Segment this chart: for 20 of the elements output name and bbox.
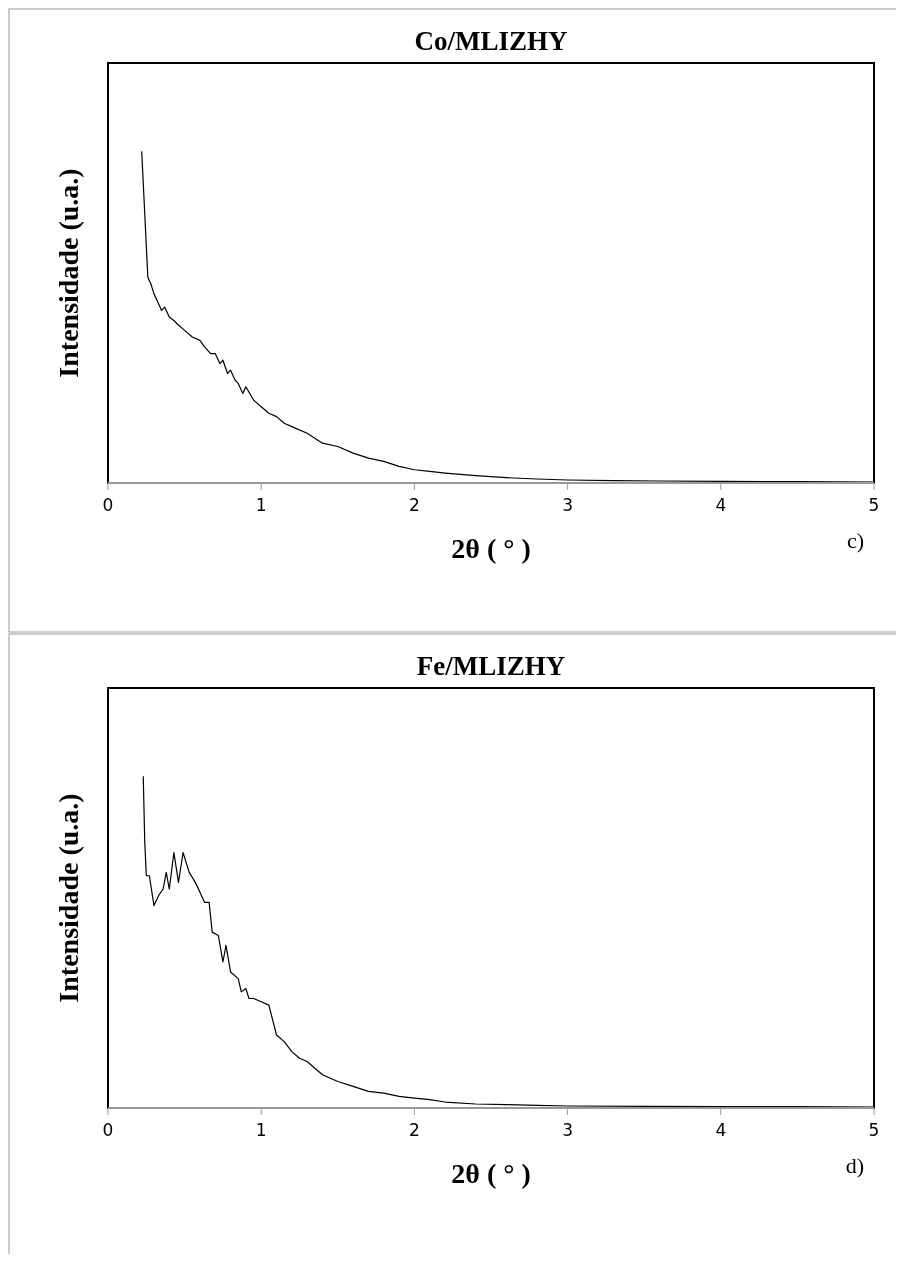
x-axis-title: 2θ ( ° ) [451,1158,531,1189]
x-tick-label: 3 [562,1120,574,1140]
x-tick-label: 0 [102,1120,114,1140]
x-axis-title: 2θ ( ° ) [451,533,531,564]
text: d) [845,1153,864,1178]
x-tick-label: 1 [255,495,267,515]
text: c) [846,528,864,553]
y-axis-title: Intensidade (u.a.) [53,793,84,1003]
x-tick-label: 4 [715,495,727,515]
x-tick-label: 0 [102,495,114,515]
x-tick-label: 5 [868,1120,880,1140]
chart-title: Fe/MLIZHY [416,651,566,681]
x-tick-label: 1 [255,1120,267,1140]
x-tick-label: 5 [868,495,880,515]
x-tick-label: 4 [715,1120,727,1140]
x-tick-label: 2 [408,1120,420,1140]
x-tick-label: 2 [408,495,420,515]
chart-title: Co/MLIZHY [414,26,568,56]
y-axis-title: Intensidade (u.a.) [53,168,84,378]
x-tick-label: 3 [562,495,574,515]
